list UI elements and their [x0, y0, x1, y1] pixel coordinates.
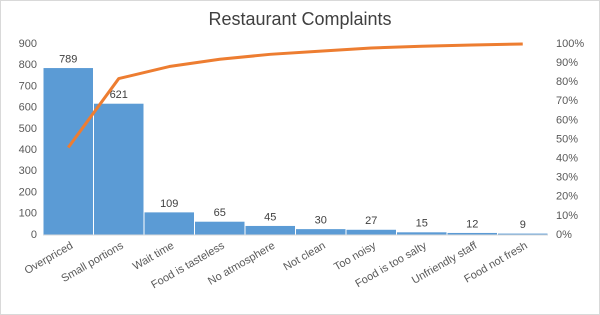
- bar: [93, 102, 145, 236]
- bar: [244, 224, 296, 236]
- value-label: 109: [160, 198, 178, 210]
- value-label: 45: [264, 211, 276, 223]
- value-label: 65: [214, 207, 226, 219]
- value-label: 27: [365, 215, 377, 227]
- y2-tick-label: 80%: [556, 76, 578, 88]
- bar: [295, 228, 347, 236]
- bar: [194, 220, 246, 236]
- y2-tick-label: 30%: [556, 172, 578, 184]
- y-tick-label: 600: [19, 102, 37, 114]
- y2-tick-label: 90%: [556, 57, 578, 69]
- y-tick-label: 300: [19, 165, 37, 177]
- cumulative-line: [67, 42, 523, 149]
- value-label: 30: [315, 215, 327, 227]
- y-tick-label: 500: [19, 123, 37, 135]
- y-tick-label: 700: [19, 80, 37, 92]
- y2-tick-label: 10%: [556, 210, 578, 222]
- y2-tick-label: 20%: [556, 191, 578, 203]
- y2-tick-label: 50%: [556, 133, 578, 145]
- y-tick-label: 400: [19, 144, 37, 156]
- y2-tick-label: 40%: [556, 153, 578, 165]
- y2-tick-label: 60%: [556, 114, 578, 126]
- chart-title: Restaurant Complaints: [208, 9, 391, 29]
- y-tick-label: 0: [31, 229, 37, 241]
- value-label: 12: [466, 218, 478, 230]
- y2-tick-label: 70%: [556, 95, 578, 107]
- y2-tick-label: 100%: [556, 38, 584, 50]
- value-label: 621: [110, 89, 128, 101]
- y2-tick-label: 0%: [556, 229, 572, 241]
- bar: [345, 228, 397, 236]
- bar: [143, 211, 195, 236]
- bar: [42, 67, 94, 236]
- y-tick-label: 800: [19, 59, 37, 71]
- value-label: 789: [59, 53, 77, 65]
- value-label: 9: [520, 219, 526, 231]
- y-tick-label: 200: [19, 186, 37, 198]
- value-label: 15: [416, 218, 428, 230]
- y-tick-label: 900: [19, 38, 37, 50]
- y-tick-label: 100: [19, 208, 37, 220]
